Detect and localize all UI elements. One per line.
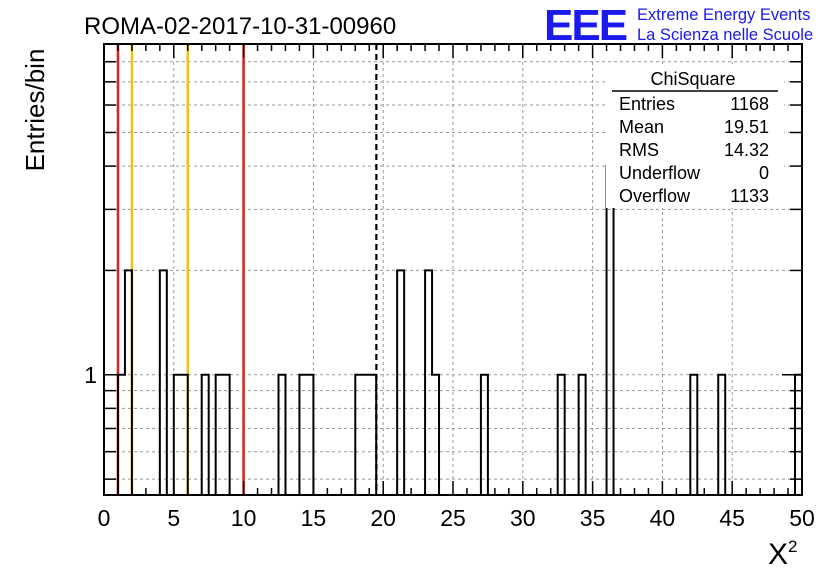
grid-lines <box>104 43 802 495</box>
x-axis-label: X2 <box>768 537 797 571</box>
x-tick-label: 35 <box>580 505 606 531</box>
reference-lines <box>116 44 378 495</box>
x-tick-label: 5 <box>167 505 180 531</box>
x-tick-label: 20 <box>370 505 396 531</box>
x-tick-label: 50 <box>789 505 815 531</box>
x-tick-label: 15 <box>301 505 327 531</box>
chart-title: ROMA-02-2017-10-31-00960 <box>84 13 396 40</box>
y-axis-label: Entries/bin <box>20 49 50 172</box>
x-tick-label: 30 <box>510 505 536 531</box>
x-tick-label: 40 <box>650 505 676 531</box>
stats-box-title: ChiSquare <box>650 69 735 89</box>
x-tick-labels: 0 5 10 15 20 25 30 35 40 45 50 <box>98 505 815 531</box>
stats-value-rms: 14.32 <box>724 140 769 160</box>
logo-line-1: Extreme Energy Events <box>637 6 810 24</box>
stats-label-overflow: Overflow <box>619 186 691 206</box>
logo-line-2: La Scienza nelle Scuole <box>637 26 813 44</box>
stats-label-mean: Mean <box>619 117 664 137</box>
x-tick-label: 25 <box>440 505 466 531</box>
stats-box-rows: Entries 1168 Mean 19.51 RMS 14.32 Underflow 0 Ov… <box>619 94 769 206</box>
logo-mark: EEE <box>544 1 627 50</box>
stats-box-background <box>606 64 784 208</box>
x-tick-label: 45 <box>719 505 745 531</box>
histogram-outline <box>104 165 803 496</box>
stats-value-mean: 19.51 <box>724 117 769 137</box>
stats-value-underflow: 0 <box>759 163 769 183</box>
stats-label-entries: Entries <box>619 94 675 114</box>
stats-value-overflow: 1133 <box>730 186 769 206</box>
x-tick-label: 10 <box>231 505 257 531</box>
y-tick-labels: 1 <box>84 362 97 388</box>
stats-value-entries: 1168 <box>730 94 769 114</box>
eee-logo: EEE Extreme Energy Events La Scienza nel… <box>544 1 813 50</box>
y-tick-label: 1 <box>84 362 97 388</box>
stats-label-underflow: Underflow <box>619 163 701 183</box>
axis-ticks <box>103 43 803 495</box>
x-tick-label: 0 <box>98 505 111 531</box>
stats-label-rms: RMS <box>619 140 659 160</box>
stats-box: ChiSquare Entries 1168 Mean 19.51 RMS 14.32 Un… <box>606 64 784 208</box>
